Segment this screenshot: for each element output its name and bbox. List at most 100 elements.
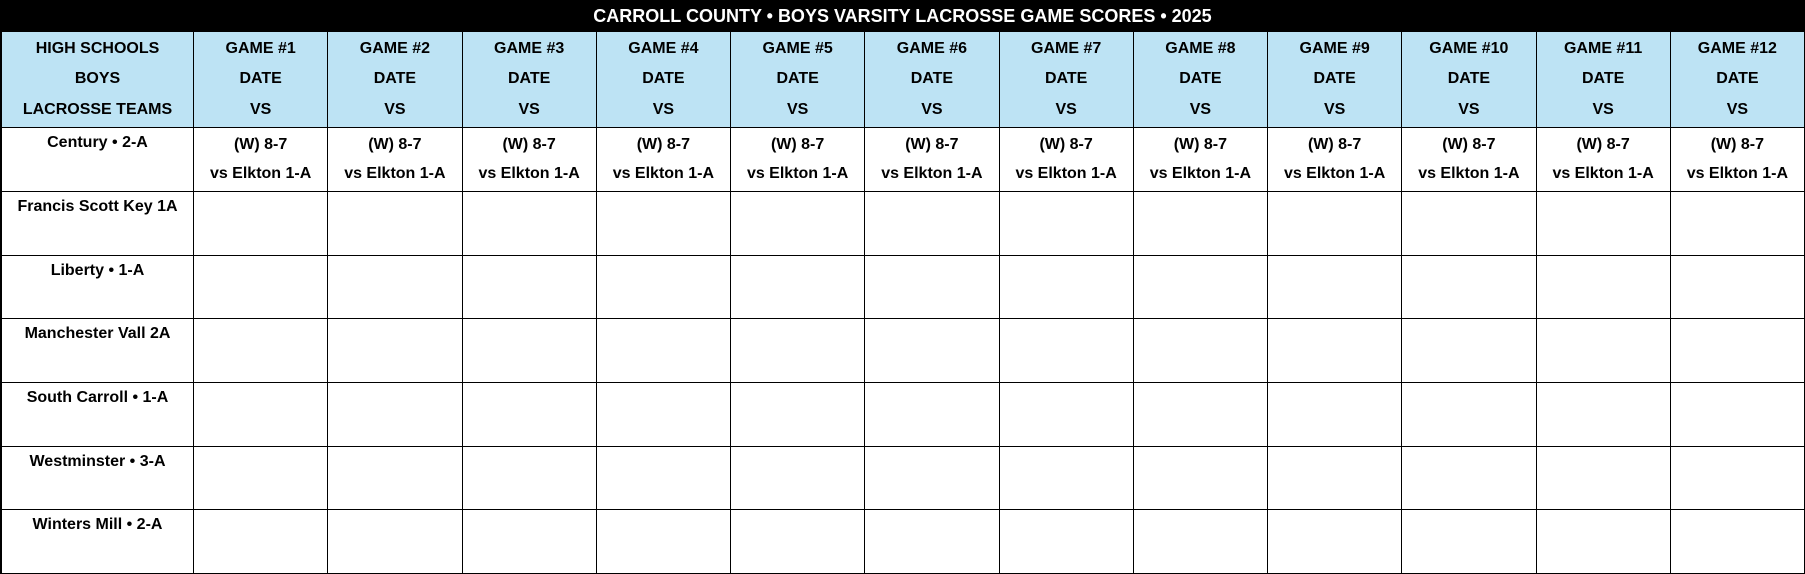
header-line: GAME #5 [762,40,833,58]
team-name: Liberty • 1-A [2,255,194,320]
game-cell [1268,510,1403,574]
game-result: (W) 8-7 [1173,135,1228,153]
header-line: VS [384,100,406,118]
header-line: DATE [1179,70,1222,88]
game-cell [328,192,463,256]
game-result: (W) 8-7 [368,135,422,153]
header-line: DATE [642,70,685,88]
game-result: (W) 8-7 [1307,135,1362,153]
game-cell [865,383,1000,447]
game-cell [999,319,1134,383]
score-table: HIGH SCHOOLS BOYS LACROSSE TEAMS GAME #1 DAT… [0,32,1805,574]
game-cell [1268,192,1403,256]
game-cell [1536,319,1671,383]
header-line: HIGH SCHOOLS [35,40,160,58]
game-cell [1133,446,1268,511]
header-line: DATE [776,70,819,88]
header-line: GAME #12 [1697,40,1777,58]
game-cell [1402,192,1537,256]
game-cell [865,319,1000,383]
header-line: VS [1055,100,1077,118]
game-opponent: vs Elkton 1-A [612,165,715,183]
game-cell [462,319,597,383]
game-header: GAME #11 DATE VS [1536,32,1671,128]
game-cell [731,319,866,383]
header-line: DATE [1044,70,1088,88]
game-opponent: vs Elkton 1-A [1418,165,1520,183]
game-cell: (W) 8-7 vs Elkton 1-A [596,128,731,192]
game-header: GAME #12 DATE VS [1670,32,1805,128]
game-result: (W) 8-7 [1710,135,1765,153]
game-cell [1536,192,1671,256]
game-cell [865,192,1000,256]
game-result: (W) 8-7 [502,135,556,153]
header-line: DATE [1581,70,1625,88]
game-cell [1268,383,1403,447]
team-name: Manchester Vall 2A [2,319,194,383]
game-cell [194,255,329,320]
game-opponent: vs Elkton 1-A [1283,165,1386,183]
team-name: Francis Scott Key 1A [2,192,194,256]
game-header: GAME #8 DATE VS [1133,32,1268,128]
header-line: GAME #2 [359,40,430,58]
header-line: VS [249,100,272,118]
game-cell [1670,255,1805,320]
game-cell [1670,192,1805,256]
game-cell: (W) 8-7 vs Elkton 1-A [328,128,463,192]
game-opponent: vs Elkton 1-A [1015,165,1117,183]
game-cell [1670,510,1805,574]
game-cell [1402,255,1537,320]
game-cell [1670,446,1805,511]
game-header: GAME #7 DATE VS [999,32,1134,128]
game-cell: (W) 8-7 vs Elkton 1-A [194,128,329,192]
header-line: GAME #10 [1429,40,1509,58]
game-cell: (W) 8-7 vs Elkton 1-A [865,128,1000,192]
game-cell [1536,383,1671,447]
header-line: DATE [1447,70,1491,88]
header-line: VS [786,100,809,118]
game-cell [1670,383,1805,447]
game-cell [1670,319,1805,383]
game-opponent: vs Elkton 1-A [1686,165,1789,183]
game-cell [328,319,463,383]
team-name: Century • 2-A [2,128,194,192]
game-cell [1402,319,1537,383]
header-line: DATE [507,70,551,88]
header-line: DATE [239,70,282,88]
game-cell [328,255,463,320]
game-header: GAME #5 DATE VS [731,32,866,128]
game-header: GAME #6 DATE VS [865,32,1000,128]
game-result: (W) 8-7 [1442,135,1496,153]
game-cell: (W) 8-7 vs Elkton 1-A [1402,128,1537,192]
game-opponent: vs Elkton 1-A [209,165,312,183]
header-line: DATE [1716,70,1759,88]
game-cell [596,319,731,383]
game-cell: (W) 8-7 vs Elkton 1-A [1268,128,1403,192]
game-cell [1133,255,1268,320]
game-cell [1536,446,1671,511]
game-cell: (W) 8-7 vs Elkton 1-A [999,128,1134,192]
game-cell [462,383,597,447]
header-line: GAME #4 [628,40,699,58]
team-name: South Carroll • 1-A [2,383,194,447]
game-cell [1133,319,1268,383]
game-opponent: vs Elkton 1-A [881,165,983,183]
game-header: GAME #9 DATE VS [1268,32,1403,128]
game-opponent: vs Elkton 1-A [478,165,580,183]
header-line: GAME #9 [1299,40,1370,58]
game-result: (W) 8-7 [1576,135,1630,153]
game-cell [1402,446,1537,511]
game-cell [462,255,597,320]
header-line: GAME #11 [1563,40,1643,58]
game-cell: (W) 8-7 vs Elkton 1-A [462,128,597,192]
game-opponent: vs Elkton 1-A [1149,165,1252,183]
game-result: (W) 8-7 [233,135,288,153]
game-cell [999,192,1134,256]
header-line: VS [921,100,943,118]
header-line: VS [1592,100,1614,118]
header-line: GAME #3 [494,40,565,58]
team-name: Westminster • 3-A [2,446,194,511]
game-cell [194,319,329,383]
game-cell [865,510,1000,574]
game-result: (W) 8-7 [1039,135,1093,153]
